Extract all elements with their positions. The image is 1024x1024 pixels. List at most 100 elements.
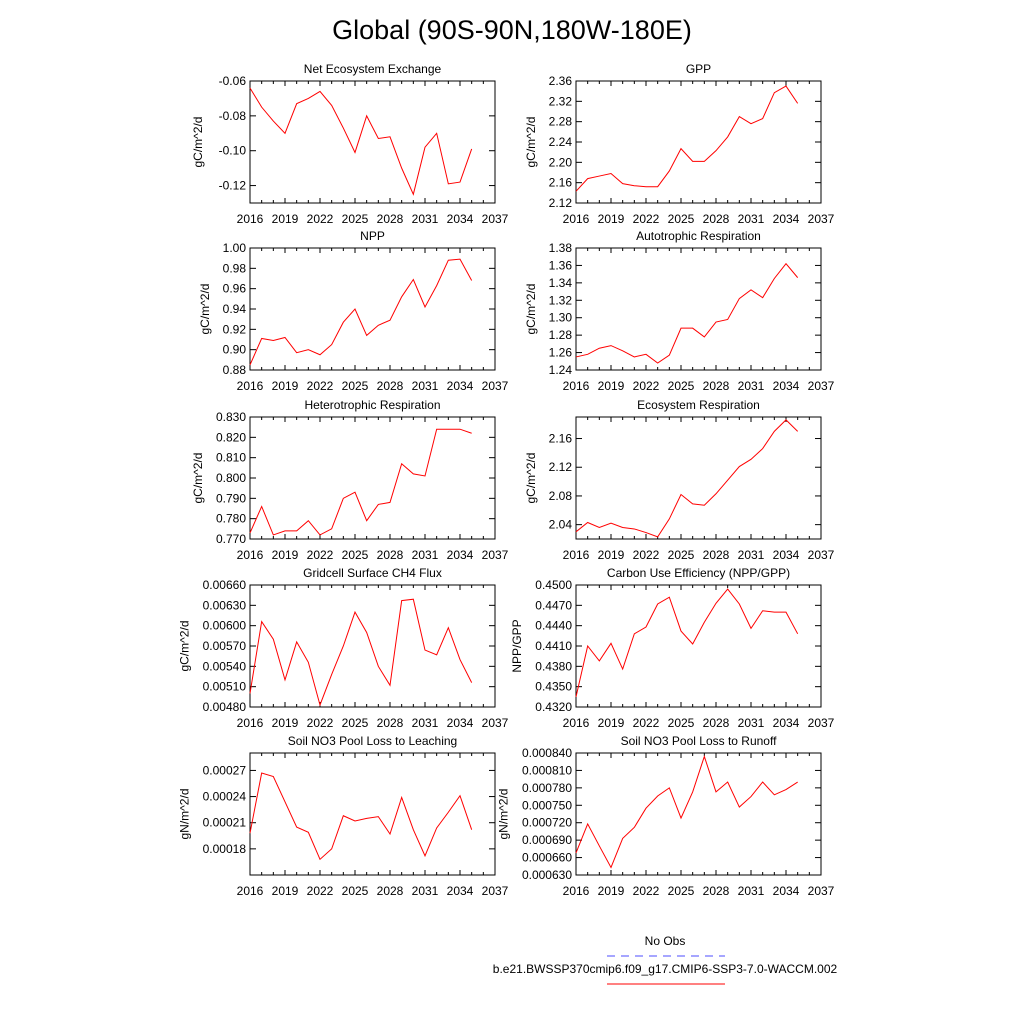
series-line [575, 262, 799, 364]
panel-title: NPP [360, 229, 385, 243]
x-tick-label: 2028 [703, 548, 730, 562]
y-tick-label: 0.830 [216, 410, 246, 424]
y-tick-label: 0.770 [216, 532, 246, 546]
x-tick-label: 2022 [633, 716, 660, 730]
y-axis-label: gN/m^2/d [497, 789, 511, 840]
y-tick-label: 0.98 [223, 261, 247, 275]
x-tick-label: 2016 [237, 379, 264, 393]
panel-2: GPP 2016 2019 2022 2025 2028 2031 2034 2037 2.12 2… [524, 62, 835, 226]
x-tick-label: 2037 [808, 884, 835, 898]
y-tick-label: 0.00540 [203, 659, 247, 673]
y-tick-label: 0.800 [216, 471, 246, 485]
plot-frame [575, 752, 822, 876]
plot-frame [575, 247, 822, 371]
panel-6: Ecosystem Respiration 2016 2019 2022 2025 202… [524, 398, 835, 562]
y-tick-label: 0.4500 [535, 578, 572, 592]
x-tick-label: 2034 [773, 716, 800, 730]
x-tick-label: 2031 [412, 212, 439, 226]
y-tick-label: 0.00480 [203, 700, 247, 714]
series-line [249, 258, 473, 366]
y-tick-label: 0.780 [216, 512, 246, 526]
y-tick-label: 0.90 [223, 343, 247, 357]
y-tick-label: 0.00018 [203, 842, 247, 856]
x-tick-label: 2031 [412, 884, 439, 898]
plot-frame [249, 80, 496, 204]
y-tick-label: 2.36 [549, 74, 573, 88]
x-tick-label: 2037 [482, 716, 509, 730]
x-tick-label: 2016 [237, 884, 264, 898]
x-tick-label: 2031 [412, 716, 439, 730]
series-line [575, 754, 798, 869]
series-line [249, 428, 472, 536]
panel-title: GPP [686, 62, 711, 76]
x-tick-label: 2022 [307, 884, 334, 898]
panels-grid: Net Ecosystem Exchange 2016 2019 2022 2025 20… [177, 62, 834, 898]
y-tick-label: 0.000750 [522, 798, 572, 812]
x-tick-label: 2034 [773, 884, 800, 898]
x-tick-label: 2028 [377, 716, 404, 730]
y-tick-label: 1.30 [549, 311, 573, 325]
y-tick-label: 1.32 [549, 293, 573, 307]
x-tick-label: 2025 [342, 212, 369, 226]
x-tick-label: 2034 [773, 212, 800, 226]
x-tick-label: 2016 [563, 548, 590, 562]
y-tick-label: 0.94 [223, 302, 247, 316]
x-tick-label: 2022 [633, 548, 660, 562]
y-tick-label: 2.04 [549, 518, 573, 532]
panel-3: NPP 2016 2019 2022 2025 2028 2031 2034 2037 0.88 0… [198, 229, 509, 393]
x-tick-label: 2025 [668, 212, 695, 226]
x-tick-label: 2034 [447, 379, 474, 393]
panel-title: Soil NO3 Pool Loss to Runoff [621, 734, 778, 748]
panel-title: Ecosystem Respiration [637, 398, 760, 412]
x-tick-label: 2031 [738, 548, 765, 562]
y-tick-label: 0.810 [216, 451, 246, 465]
y-tick-label: 2.28 [549, 115, 573, 129]
series-line [575, 419, 799, 538]
y-axis-label: gC/m^2/d [524, 453, 538, 504]
y-tick-label: 0.000780 [522, 781, 572, 795]
x-tick-label: 2016 [563, 884, 590, 898]
y-tick-label: 0.820 [216, 430, 246, 444]
plot-frame [249, 247, 496, 371]
x-tick-label: 2028 [377, 884, 404, 898]
plot-frame [249, 752, 496, 876]
y-tick-label: 1.00 [223, 241, 247, 255]
panel-9: Soil NO3 Pool Loss to Leaching 2016 2019 20… [177, 734, 508, 898]
legend: No Obs b.e21.BWSSP370cmip6.f09_g17.CMIP6… [493, 934, 838, 985]
y-tick-label: 0.00600 [203, 619, 247, 633]
y-tick-label: 0.4380 [535, 659, 572, 673]
y-tick-label: -0.10 [219, 144, 247, 158]
x-tick-label: 2022 [307, 379, 334, 393]
x-tick-label: 2028 [703, 212, 730, 226]
x-tick-label: 2019 [272, 548, 299, 562]
series-line [249, 87, 473, 196]
panel-4: Autotrophic Respiration 2016 2019 2022 2025 2… [524, 229, 835, 393]
x-tick-label: 2028 [703, 379, 730, 393]
x-tick-label: 2037 [808, 379, 835, 393]
y-tick-label: 2.12 [549, 460, 573, 474]
y-tick-label: 2.08 [549, 489, 573, 503]
x-tick-label: 2022 [307, 212, 334, 226]
x-tick-label: 2025 [668, 716, 695, 730]
y-axis-label: gC/m^2/d [524, 284, 538, 335]
x-tick-label: 2022 [633, 212, 660, 226]
y-tick-label: 0.00660 [203, 578, 247, 592]
y-tick-label: 0.4320 [535, 700, 572, 714]
y-tick-label: 0.000720 [522, 816, 572, 830]
x-tick-label: 2037 [482, 212, 509, 226]
y-tick-label: 0.790 [216, 491, 246, 505]
x-tick-label: 2022 [307, 548, 334, 562]
x-tick-label: 2025 [342, 379, 369, 393]
y-tick-label: 0.4440 [535, 619, 572, 633]
x-tick-label: 2019 [272, 884, 299, 898]
y-tick-label: 0.4350 [535, 680, 572, 694]
panel-1: Net Ecosystem Exchange 2016 2019 2022 2025 20… [191, 62, 509, 226]
y-tick-label: 0.000660 [522, 851, 572, 865]
panel-title: Soil NO3 Pool Loss to Leaching [288, 734, 457, 748]
x-tick-label: 2034 [447, 548, 474, 562]
x-tick-label: 2025 [342, 716, 369, 730]
figure-title: Global (90S-90N,180W-180E) [332, 15, 692, 45]
x-tick-label: 2037 [482, 884, 509, 898]
x-tick-label: 2031 [412, 548, 439, 562]
panel-title: Autotrophic Respiration [636, 229, 761, 243]
